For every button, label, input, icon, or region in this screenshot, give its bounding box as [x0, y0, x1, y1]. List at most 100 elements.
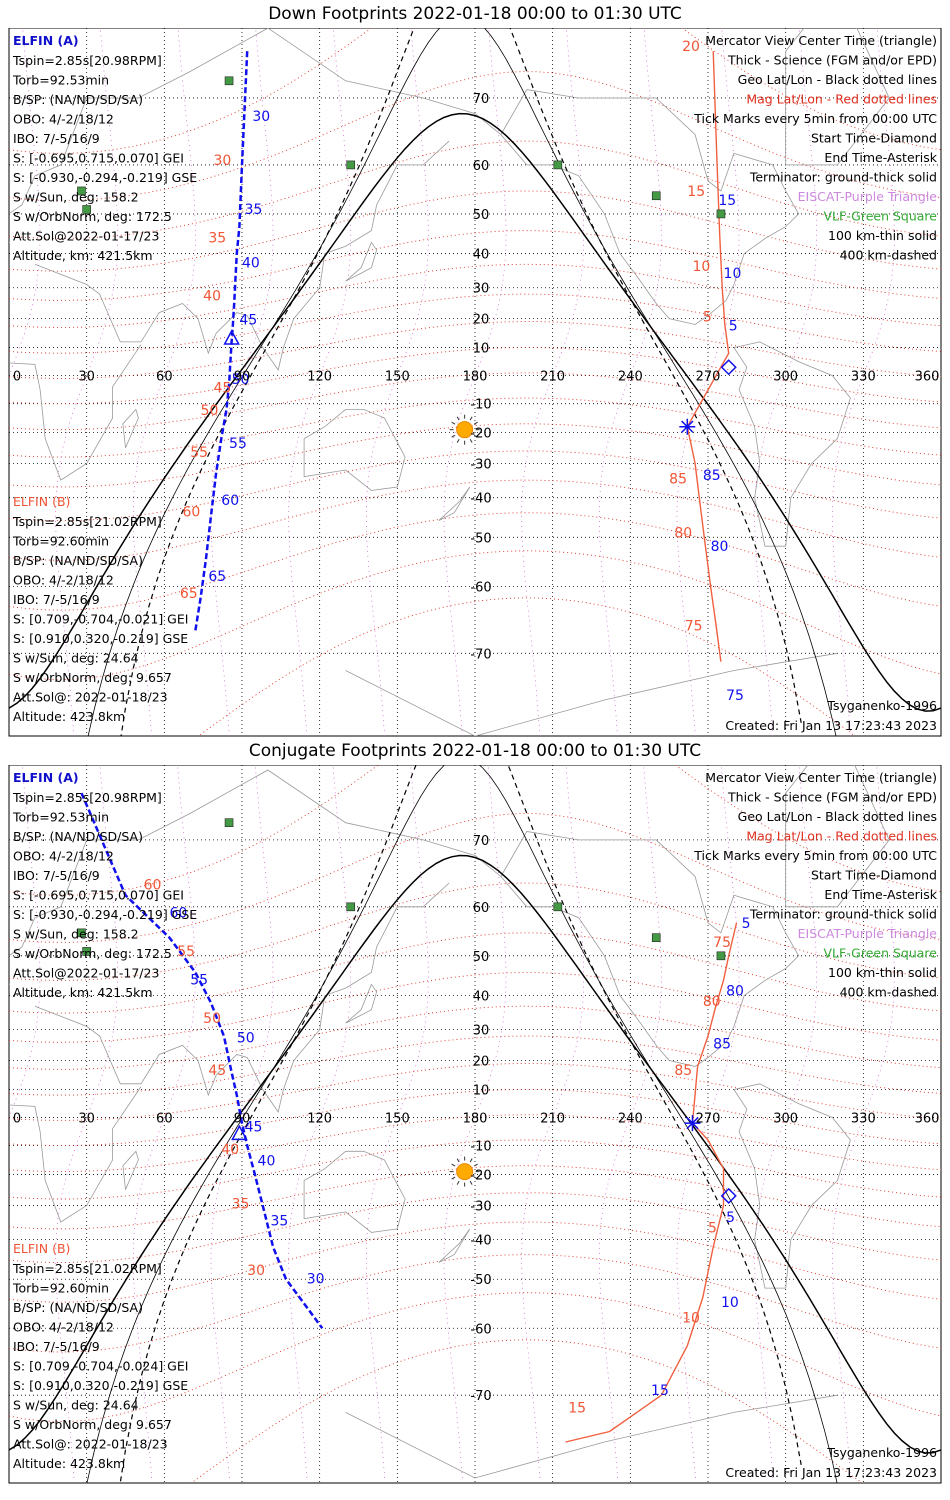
tick-label-elfin-b: 5: [708, 1220, 717, 1236]
tick-label-elfin-a: 45: [245, 1120, 263, 1136]
created-label: Created: Fri Jan 13 17:23:43 2023: [725, 1465, 937, 1480]
legend-entry: Thick - Science (FGM and/or EPD): [727, 790, 937, 805]
mag-parallel: [9, 71, 941, 201]
elfin-b-title: ELFIN (B): [13, 1241, 70, 1256]
tick-label-elfin-a: 85: [713, 1036, 731, 1052]
lon-tick-label: 30: [78, 1112, 95, 1127]
legend-entry: Mercator View Center Time (triangle): [705, 770, 937, 785]
coastline: [9, 1086, 142, 1223]
lat-tick-label: -20: [470, 1169, 491, 1184]
coastline: [438, 1228, 471, 1263]
lon-tick-label: 120: [307, 1112, 332, 1127]
mag-meridian: [598, 28, 662, 736]
elfin-a-info: Torb=92.53min: [12, 73, 109, 88]
vlf-station-marker: [77, 928, 86, 938]
coastline: [122, 408, 139, 448]
elfin-a-info: S w/Sun, deg: 158.2: [13, 190, 139, 205]
tick-label-elfin-b: 30: [214, 153, 232, 169]
sun-ray: [451, 1176, 456, 1180]
legend-entry: 100 km-thin solid: [828, 228, 937, 243]
tick-label-elfin-b: 50: [201, 403, 219, 419]
lat-tick-label: 10: [473, 342, 490, 357]
tick-label-elfin-b: 20: [682, 39, 700, 55]
tick-label-elfin-a: 10: [724, 266, 742, 282]
mag-meridian: [521, 28, 585, 736]
legend-entry: Terminator: ground-thick solid: [749, 907, 937, 922]
mag-meridian: [55, 28, 119, 736]
lon-tick-label: 150: [385, 370, 410, 385]
lon-tick-label: 240: [618, 370, 643, 385]
tick-label-elfin-a: 85: [703, 468, 721, 484]
terminator-ground: [9, 854, 941, 1454]
mag-parallel: [9, 765, 941, 896]
mag-parallel: [197, 597, 856, 736]
sun-ray: [469, 1180, 473, 1185]
sun-ray: [456, 438, 460, 443]
tick-label-elfin-b: 15: [687, 184, 705, 200]
lon-tick-label: 90: [234, 1112, 251, 1127]
tick-label-elfin-b: 60: [182, 505, 200, 521]
mag-meridian: [210, 28, 274, 736]
tick-label-elfin-b: 85: [674, 1063, 692, 1079]
tick-label-elfin-a: 5: [729, 318, 738, 334]
mag-meridian: [365, 765, 429, 1479]
sun-ray: [451, 1163, 456, 1167]
mag-meridian: [598, 765, 662, 1479]
sun-ray: [473, 434, 478, 438]
tick-label-elfin-a: 60: [170, 906, 188, 922]
coastline: [303, 409, 406, 491]
lon-tick-label: 210: [540, 370, 565, 385]
tick-label-elfin-a: 5: [742, 916, 751, 932]
lat-tick-label: 70: [473, 92, 490, 107]
tick-label-elfin-a: 30: [252, 109, 270, 125]
elfin-a-info: B/SP: (NA/ND/SD/SA): [13, 92, 143, 107]
lon-tick-label: 180: [463, 1112, 488, 1127]
elfin-a-info: Att.Sol@2022-01-17/23: [13, 229, 159, 244]
mag-meridian: [365, 28, 429, 736]
coastline: [500, 831, 800, 1067]
elfin-a-info: OBO: 4/-2/18/12: [13, 112, 114, 127]
legend-entry: Mag Lat/Lon - Red dotted lines: [746, 92, 937, 107]
legend-entry: 400 km-dashed: [840, 248, 937, 263]
sun-ray: [469, 416, 473, 421]
legend-entry: Mercator View Center Time (triangle): [705, 33, 937, 48]
mag-meridian: [676, 765, 740, 1479]
tick-label-elfin-a: 65: [208, 569, 226, 585]
elfin-b-info: S w/Sun, deg: 24.64: [13, 651, 139, 666]
terminator-ground: [9, 112, 941, 712]
elfin-b-info: OBO: 4/-2/18/12: [13, 1320, 114, 1335]
sun-ray: [456, 1180, 460, 1185]
lon-tick-label: 270: [696, 370, 721, 385]
map-panel-down: 3035404550556065151058580753035404550556…: [8, 28, 942, 737]
lat-tick-label: 40: [473, 989, 490, 1004]
lon-tick-label: 210: [540, 1112, 565, 1127]
end-asterisk: [681, 420, 694, 433]
lon-tick-label: 240: [618, 1112, 643, 1127]
mag-meridian: [132, 28, 196, 736]
elfin-b-info: Tspin=2.85s[21.02RPM]: [12, 1261, 162, 1276]
mag-meridian: [831, 28, 895, 736]
vlf-station-marker: [224, 818, 234, 828]
sun-icon: [456, 1163, 474, 1181]
mag-parallel: [9, 230, 941, 301]
elfin-b-info: Tspin=2.85s[21.02RPM]: [12, 514, 162, 529]
mag-parallel: [9, 1292, 941, 1423]
tick-label-elfin-a: 45: [239, 313, 257, 329]
lat-tick-label: -60: [470, 580, 491, 595]
elfin-a-info: S w/Sun, deg: 158.2: [13, 927, 139, 942]
mag-parallel: [9, 28, 941, 154]
legend-entry: VLF-Green Square: [823, 209, 937, 224]
sun-ray: [456, 1158, 460, 1163]
model-label: Tsyganenko-1996: [826, 1445, 937, 1460]
vlf-station-marker: [224, 76, 234, 86]
panel-title-conjugate: Conjugate Footprints 2022-01-18 00:00 to…: [248, 741, 702, 761]
track-elfin-a: [194, 51, 249, 631]
elfin-a-info: Altitude, km: 421.5km: [13, 985, 153, 1000]
model-label: Tsyganenko-1996: [826, 698, 937, 713]
mag-parallel: [9, 972, 941, 1043]
vlf-station-marker: [553, 902, 563, 912]
lat-tick-label: 50: [473, 950, 490, 965]
elfin-b-info: Altitude: 423.8km: [13, 709, 125, 724]
legend-entry: EISCAT-Purple Triangle: [798, 926, 938, 941]
lat-tick-label: -40: [470, 1234, 491, 1249]
